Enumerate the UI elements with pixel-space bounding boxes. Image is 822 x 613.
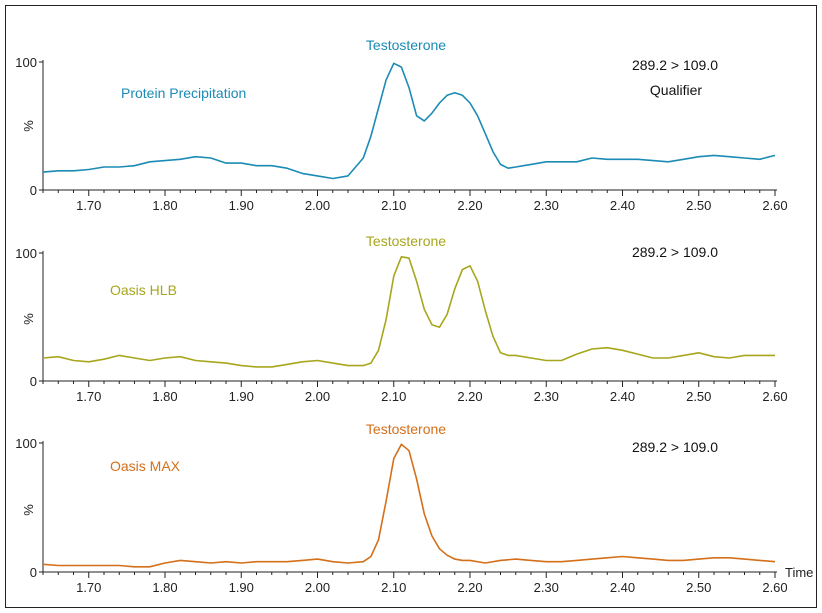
x-tick-label: 1.70 (76, 580, 101, 595)
y-axis-label: % (21, 313, 36, 325)
x-tick-label: 1.70 (76, 198, 101, 213)
x-tick-label: 1.90 (229, 198, 254, 213)
x-tick-label: 2.10 (381, 198, 406, 213)
x-tick-label: 2.10 (381, 580, 406, 595)
x-tick-label: 2.50 (686, 580, 711, 595)
y-tick-label: 100 (15, 436, 37, 451)
chromatogram-trace-3 (42, 443, 776, 568)
x-tick-label: 2.20 (457, 198, 482, 213)
x-tick-label: 1.80 (152, 198, 177, 213)
method-label: Protein Precipitation (121, 85, 246, 101)
y-tick-label: 0 (30, 565, 37, 580)
x-tick-label: 2.20 (457, 389, 482, 404)
x-tick-label: 1.90 (229, 389, 254, 404)
x-tick-label: 2.60 (762, 580, 787, 595)
x-tick-label: 2.20 (457, 580, 482, 595)
x-tick-label: 2.50 (686, 198, 711, 213)
method-label: Oasis MAX (110, 458, 181, 474)
transition-label: 289.2 > 109.0 (632, 57, 718, 73)
y-tick-label: 100 (15, 55, 37, 70)
x-tick-label: 2.10 (381, 389, 406, 404)
y-tick-label: 0 (30, 374, 37, 389)
x-tick-label: 2.30 (534, 198, 559, 213)
y-axis-label: % (21, 504, 36, 516)
qualifier-label: Qualifier (650, 82, 702, 98)
figure-border (5, 5, 817, 608)
x-tick-label: 2.30 (534, 389, 559, 404)
x-tick-label: 2.00 (305, 198, 330, 213)
chromatogram-trace-1 (42, 62, 776, 180)
x-tick-label: 2.60 (762, 198, 787, 213)
x-tick-label: 2.40 (610, 580, 635, 595)
transition-label: 289.2 > 109.0 (632, 439, 718, 455)
method-label: Oasis HLB (110, 282, 177, 298)
chromatogram-trace-2 (42, 256, 775, 368)
chromatogram-svg: 0 100% 1.70 1.80 1.90 2.00 2.10 2.20 2.30 2.40 2.5… (5, 5, 817, 608)
x-tick-label: 2.00 (305, 580, 330, 595)
chromatogram-figure: 0 100% 1.70 1.80 1.90 2.00 2.10 2.20 2.30 2.40 2.5… (5, 5, 817, 608)
transition-label: 289.2 > 109.0 (632, 244, 718, 260)
peak-label: Testosterone (366, 421, 446, 437)
x-axis-label: Time (785, 565, 813, 580)
x-tick-label: 1.80 (152, 389, 177, 404)
x-tick-label: 1.70 (76, 389, 101, 404)
peak-label: Testosterone (366, 37, 446, 53)
y-tick-label: 100 (15, 246, 37, 261)
x-tick-label: 1.90 (229, 580, 254, 595)
x-tick-label: 2.40 (610, 198, 635, 213)
y-axis-label: % (21, 120, 36, 132)
x-tick-label: 2.30 (534, 580, 559, 595)
x-tick-label: 2.50 (686, 389, 711, 404)
x-tick-label: 2.60 (762, 389, 787, 404)
x-tick-label: 2.40 (610, 389, 635, 404)
x-tick-label: 2.00 (305, 389, 330, 404)
peak-label: Testosterone (366, 233, 446, 249)
x-tick-label: 1.80 (152, 580, 177, 595)
y-tick-label: 0 (30, 183, 37, 198)
